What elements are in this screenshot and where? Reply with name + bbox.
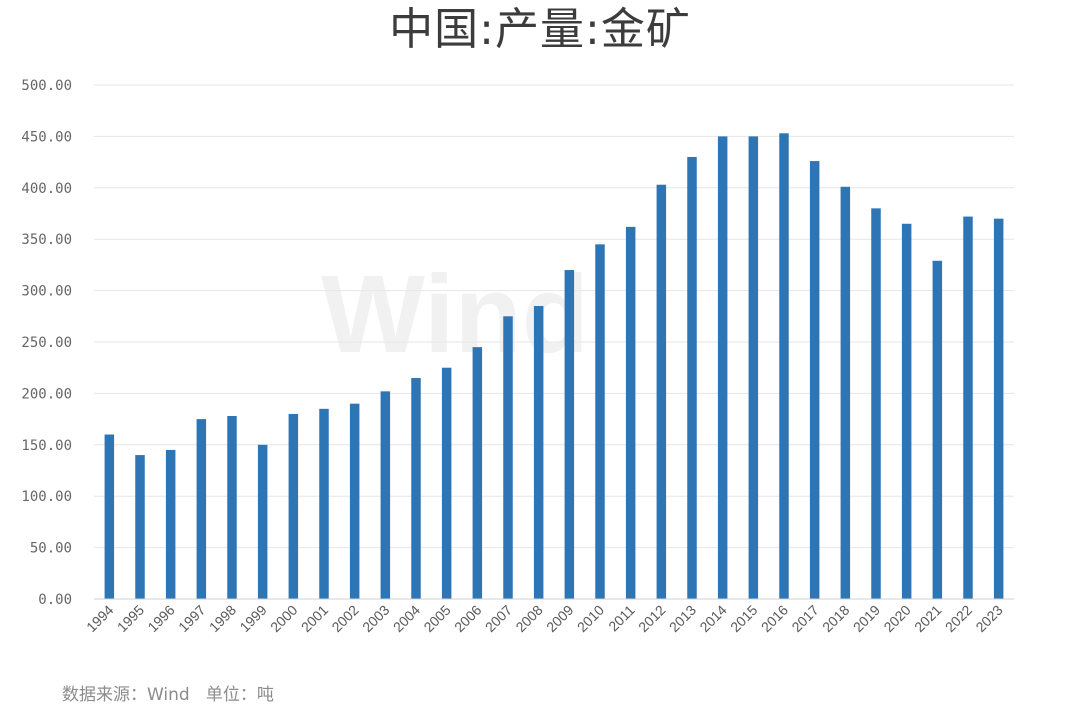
x-tick-label: 2007 <box>482 602 515 635</box>
bar-1998 <box>227 416 237 599</box>
x-tick-label: 2017 <box>788 602 821 635</box>
x-tick-label: 2016 <box>758 602 791 635</box>
y-tick-label: 250.00 <box>21 335 72 351</box>
x-tick-label: 2013 <box>666 602 699 635</box>
x-tick-label: 2023 <box>972 602 1005 635</box>
bar-2008 <box>533 306 544 599</box>
x-tick-label: 2009 <box>543 602 576 635</box>
bar-2002 <box>349 403 360 599</box>
bar-1999 <box>257 444 268 599</box>
y-axis-ticks: 0.00 50.00 100.00 150.00 200.00 250.00 300.00 3… <box>21 78 72 608</box>
bar-1996 <box>165 449 176 599</box>
x-tick-label: 2000 <box>267 602 300 635</box>
y-tick-label: 0.00 <box>38 592 72 608</box>
x-tick-label: 2003 <box>359 602 392 635</box>
x-tick-label: 1994 <box>83 602 116 635</box>
y-tick-label: 350.00 <box>21 232 72 248</box>
bars <box>104 133 1004 600</box>
y-tick-label: 300.00 <box>21 284 72 300</box>
x-tick-label: 1999 <box>236 602 269 635</box>
bar-2018 <box>840 186 851 599</box>
bar-2000 <box>288 413 299 599</box>
x-tick-label: 2010 <box>574 602 607 635</box>
x-tick-label: 1997 <box>175 602 208 635</box>
bar-2022 <box>963 216 973 600</box>
bar-2015 <box>748 136 759 599</box>
bar-2001 <box>319 408 329 599</box>
x-tick-label: 2002 <box>328 602 361 635</box>
bar-2019 <box>871 208 881 600</box>
source-note: 数据来源：Wind 单位：吨 <box>62 685 274 705</box>
bar-2007 <box>503 316 513 599</box>
bar-1995 <box>135 455 145 599</box>
x-axis-ticks: 1994199519961997199819992000200120022003… <box>83 602 1006 635</box>
watermark-text: Wind <box>321 253 589 376</box>
y-tick-label: 100.00 <box>21 489 72 505</box>
bar-2021 <box>932 260 943 599</box>
bar-1994 <box>104 434 115 599</box>
x-tick-label: 2019 <box>850 602 883 635</box>
bar-2011 <box>625 226 636 599</box>
bar-2013 <box>687 156 697 599</box>
y-tick-label: 50.00 <box>30 541 72 557</box>
x-tick-label: 2022 <box>942 602 975 635</box>
bar-2012 <box>656 184 667 599</box>
x-tick-label: 2005 <box>420 602 453 635</box>
x-tick-label: 1996 <box>144 602 177 635</box>
y-tick-label: 200.00 <box>21 386 72 402</box>
x-tick-label: 2008 <box>512 602 545 635</box>
bar-2017 <box>809 161 820 599</box>
x-tick-label: 2001 <box>298 602 331 635</box>
bar-2006 <box>472 347 483 599</box>
x-tick-label: 1998 <box>206 602 239 635</box>
x-tick-label: 2020 <box>880 602 913 635</box>
bar-2004 <box>411 377 421 599</box>
x-tick-label: 2018 <box>819 602 852 635</box>
bar-2023 <box>993 218 1004 599</box>
x-tick-label: 2012 <box>635 602 668 635</box>
x-tick-label: 1995 <box>114 602 147 635</box>
x-tick-label: 2004 <box>390 602 423 635</box>
chart-title: 中国:产量:金矿 <box>389 4 691 55</box>
bar-chart: Wind 0.00 50.00 100.00 150.00 200.00 250.00 30… <box>21 78 1014 635</box>
x-tick-label: 2011 <box>605 602 638 635</box>
x-tick-label: 2014 <box>696 602 729 635</box>
bar-2009 <box>564 270 575 599</box>
bar-2005 <box>441 367 452 599</box>
bar-1997 <box>196 419 207 599</box>
y-tick-label: 400.00 <box>21 181 72 197</box>
bar-2003 <box>380 391 391 599</box>
grid-lines <box>94 84 1014 549</box>
y-tick-label: 150.00 <box>21 438 72 454</box>
y-tick-label: 500.00 <box>21 78 72 94</box>
x-tick-label: 2006 <box>451 602 484 635</box>
bar-2014 <box>717 136 728 599</box>
bar-2010 <box>595 244 605 599</box>
bar-2016 <box>779 133 789 600</box>
x-tick-label: 2015 <box>727 602 760 635</box>
x-tick-label: 2021 <box>911 602 944 635</box>
y-tick-label: 450.00 <box>21 129 72 145</box>
bar-2020 <box>901 223 912 599</box>
